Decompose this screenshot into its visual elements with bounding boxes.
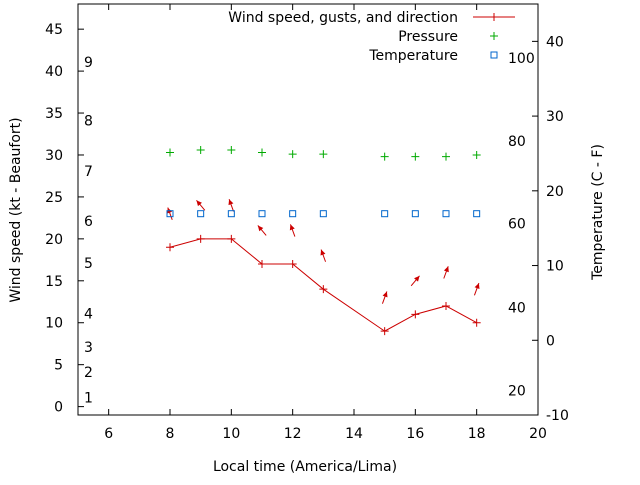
beaufort-label: 3	[84, 340, 93, 356]
fahrenheit-label: 100	[508, 51, 535, 67]
y-left-tick-label: 0	[54, 400, 63, 416]
fahrenheit-label: 20	[508, 383, 526, 399]
x-tick-label: 18	[468, 426, 486, 442]
beaufort-label: 6	[84, 214, 93, 230]
beaufort-label: 1	[84, 390, 93, 406]
temperature-point	[227, 210, 235, 218]
beaufort-label: 2	[84, 365, 93, 381]
y-left-tick-label: 35	[45, 106, 63, 122]
pressure-point	[258, 148, 266, 157]
pressure-point	[472, 150, 481, 159]
pressure-point	[166, 148, 174, 157]
y-left-tick-label: 45	[45, 22, 63, 38]
pressure-point	[196, 145, 205, 154]
x-tick-label: 6	[104, 426, 113, 442]
temperature-point	[381, 210, 389, 218]
y-left-axis-label: Wind speed (kt - Beaufort)	[8, 117, 24, 302]
legend-label: Pressure	[398, 29, 458, 45]
beaufort-label: 8	[84, 114, 93, 130]
plot-frame	[77, 3, 539, 416]
temperature-point	[166, 210, 174, 218]
wind-direction-arrowhead	[196, 200, 202, 207]
wind-speed-point	[319, 285, 328, 294]
temperature-point	[411, 210, 419, 218]
legend-marker	[490, 32, 498, 40]
beaufort-label: 9	[84, 55, 93, 71]
y-right-tick-label: 30	[546, 109, 564, 125]
x-tick-label: 12	[284, 426, 302, 442]
x-axis-label: Local time (America/Lima)	[213, 459, 397, 475]
wind-speed-point	[442, 301, 450, 310]
wind-speed-point	[258, 260, 266, 269]
fahrenheit-label: 40	[508, 300, 526, 316]
x-tick-label: 14	[345, 426, 363, 442]
wind-direction-arrowhead	[474, 283, 480, 290]
y-left-tick-label: 20	[45, 232, 63, 248]
y-right-tick-labels: -10 0 10 20 30 40	[546, 34, 569, 424]
wind-speed-point	[411, 310, 420, 319]
beaufort-label: 4	[84, 307, 93, 323]
temperature-point	[258, 210, 266, 218]
fahrenheit-label: 80	[508, 134, 526, 150]
wind-direction-arrowhead	[382, 291, 388, 298]
legend: Wind speed, gusts, and direction Pressure…	[228, 10, 515, 64]
y-right-tick-label: 10	[546, 259, 564, 275]
y-right-axis-label: Temperature (C - F)	[590, 144, 606, 281]
wind-direction-arrowhead	[257, 225, 264, 232]
y-right-tick-label: 40	[546, 34, 564, 50]
y-left-tick-label: 25	[45, 190, 63, 206]
pressure-point	[288, 150, 297, 159]
legend-label: Temperature	[368, 48, 458, 64]
y-left-tick-label: 40	[45, 64, 63, 80]
legend-marker	[490, 51, 498, 59]
series-layer	[166, 145, 481, 336]
beaufort-labels: 1 2 3 4 5 6 7 8 9	[84, 55, 93, 407]
pressure-point	[380, 152, 389, 161]
fahrenheit-label: 60	[508, 217, 526, 233]
x-tick-label: 20	[529, 426, 547, 442]
beaufort-label: 5	[84, 256, 93, 272]
fahrenheit-labels: 20 40 60 80 100	[508, 51, 535, 400]
wind-direction-arrowhead	[414, 275, 420, 282]
temperature-point	[289, 210, 297, 218]
wind-speed-point	[196, 234, 205, 243]
pressure-point	[411, 152, 420, 161]
temperature-point	[473, 210, 481, 218]
x-tick-label: 10	[222, 426, 240, 442]
wind-speed-point	[472, 318, 481, 327]
y-left-tick-label: 5	[54, 358, 63, 374]
pressure-point	[442, 152, 450, 161]
x-tick-label: 16	[406, 426, 424, 442]
wind-speed-point	[166, 243, 174, 252]
temperature-point	[319, 210, 327, 218]
wind-speed-line	[169, 238, 477, 332]
pressure-point	[319, 150, 328, 159]
y-left-tick-label: 15	[45, 274, 63, 290]
wind-direction-arrowhead	[289, 224, 295, 231]
beaufort-label: 7	[84, 164, 93, 180]
pressure-point	[227, 145, 236, 154]
y-left-tick-label: 30	[45, 148, 63, 164]
wind-speed-point	[288, 260, 297, 269]
wind-speed-point	[227, 234, 236, 243]
wind-direction-arrowhead	[320, 249, 326, 256]
y-right-tick-label: 0	[546, 333, 555, 349]
temperature-point	[197, 210, 205, 218]
y-left-tick-label: 10	[45, 316, 63, 332]
x-tick-labels: 6 8 10 12 14 16 18 20	[104, 426, 547, 442]
y-right-tick-label: -10	[546, 408, 569, 424]
temperature-point	[442, 210, 450, 218]
legend-label: Wind speed, gusts, and direction	[228, 10, 458, 26]
wind-direction-arrowhead	[443, 266, 449, 273]
x-tick-label: 8	[166, 426, 175, 442]
wind-speed-point	[380, 327, 389, 336]
y-right-tick-label: 20	[546, 184, 564, 200]
y-left-tick-labels: 0 5 10 15 20 25 30 35 40 45	[45, 22, 63, 415]
wind-direction-arrowhead	[228, 199, 234, 206]
tick-marks	[78, 4, 539, 416]
